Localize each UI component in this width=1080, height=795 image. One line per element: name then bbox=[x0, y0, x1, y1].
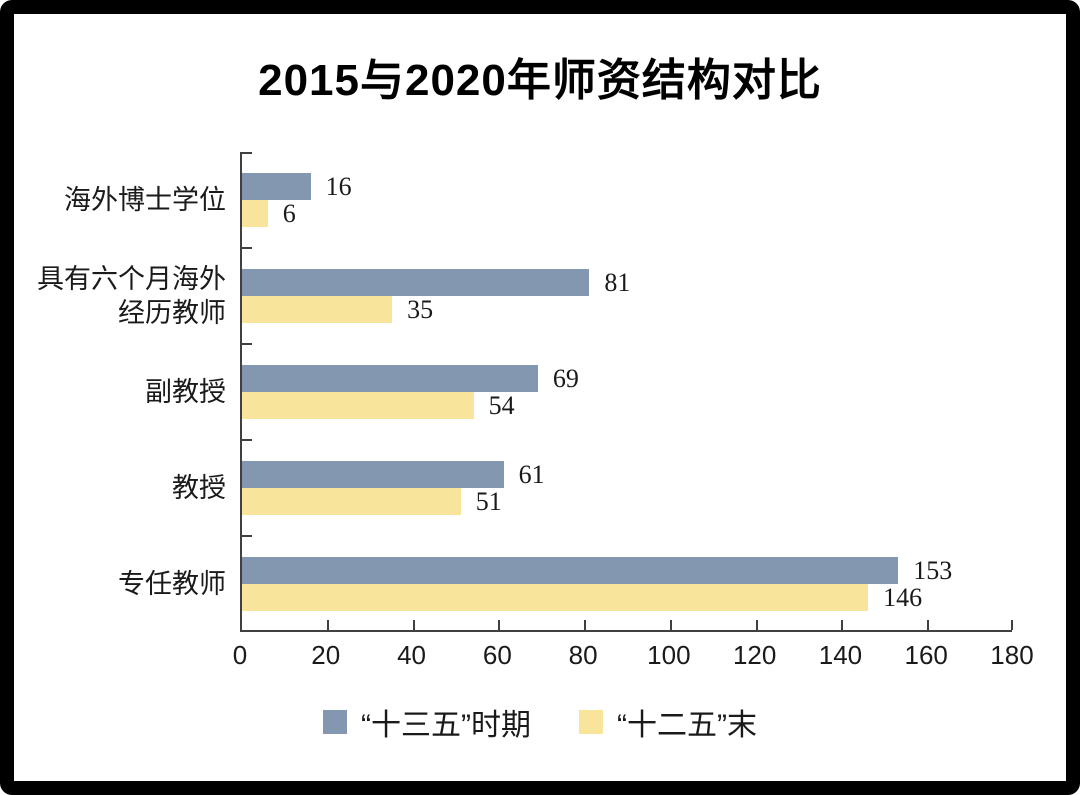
bar-value-label: 69 bbox=[552, 364, 579, 393]
category-label: 教授 bbox=[172, 473, 226, 503]
legend-swatch-series1-icon bbox=[323, 710, 348, 734]
legend-item-series1: “十三五”时期 bbox=[323, 700, 531, 744]
x-axis-tick bbox=[498, 620, 501, 630]
chart-title: 2015与2020年师资结构对比 bbox=[258, 56, 822, 105]
bar-value-label: 6 bbox=[282, 199, 296, 228]
category-label: 专任教师 bbox=[118, 569, 226, 599]
y-axis-tick bbox=[242, 630, 252, 632]
plot-area: 16 6 81 35 69 54 61 51 153 146 bbox=[240, 152, 1013, 632]
bar-series2 bbox=[242, 200, 268, 227]
bar-value-label: 81 bbox=[604, 268, 631, 297]
x-axis-tick-label: 160 bbox=[904, 640, 948, 670]
x-axis-tick bbox=[669, 620, 672, 630]
x-axis-tick bbox=[1011, 620, 1013, 630]
legend-item-series2: “十二五”末 bbox=[579, 700, 757, 744]
bar-series2 bbox=[242, 296, 393, 323]
category-axis-labels: 海外博士学位具有六个月海外 经历教师副教授教授专任教师 bbox=[14, 152, 226, 632]
y-axis-tick bbox=[242, 343, 252, 345]
legend-label-series1: “十三五”时期 bbox=[361, 709, 531, 742]
x-axis-tick-label: 100 bbox=[647, 640, 691, 670]
x-axis-tick bbox=[927, 620, 930, 630]
bar-series2 bbox=[242, 584, 869, 611]
bar-series1 bbox=[242, 557, 899, 584]
bar-value-label: 153 bbox=[913, 556, 953, 585]
bar-series1 bbox=[242, 173, 311, 200]
bar-value-label: 16 bbox=[325, 172, 352, 201]
x-axis-tick-label: 80 bbox=[568, 640, 598, 670]
x-axis-tick-label: 40 bbox=[397, 640, 426, 670]
x-axis-tick-label: 0 bbox=[232, 640, 248, 670]
x-axis-tick bbox=[412, 620, 415, 630]
x-axis-tick bbox=[841, 620, 844, 630]
x-axis-tick-label: 20 bbox=[311, 640, 341, 670]
chart-canvas: 2015与2020年师资结构对比 海外博士学位具有六个月海外 经历教师副教授教授… bbox=[14, 14, 1066, 781]
bar-value-label: 51 bbox=[475, 487, 502, 516]
category-label: 海外博士学位 bbox=[64, 185, 226, 215]
y-axis-tick bbox=[242, 247, 252, 249]
y-axis-tick bbox=[242, 152, 252, 154]
y-axis-tick bbox=[242, 535, 252, 537]
y-axis-tick bbox=[242, 439, 252, 441]
bar-series2 bbox=[242, 488, 461, 515]
x-axis-tick-label: 120 bbox=[732, 640, 777, 670]
category-label: 副教授 bbox=[145, 377, 226, 407]
x-axis-tick-label: 140 bbox=[818, 640, 863, 670]
bar-value-label: 146 bbox=[883, 583, 923, 612]
x-axis-tick bbox=[326, 620, 329, 630]
bar-series1 bbox=[242, 269, 590, 296]
x-axis-tick-label: 180 bbox=[990, 640, 1034, 670]
bar-series1 bbox=[242, 461, 504, 488]
category-label: 具有六个月海外 经历教师 bbox=[37, 264, 226, 328]
legend-swatch-series2-icon bbox=[579, 710, 603, 734]
bar-value-label: 35 bbox=[407, 295, 434, 324]
bar-series1 bbox=[242, 365, 538, 392]
bar-value-label: 54 bbox=[488, 391, 515, 420]
bar-value-label: 61 bbox=[518, 460, 545, 489]
x-axis-tick bbox=[755, 620, 758, 630]
legend-label-series2: “十二五”末 bbox=[617, 709, 757, 742]
x-axis-tick-label: 60 bbox=[482, 640, 512, 670]
x-axis-tick-labels: 0 20 40 60 80 100 120 140 160 180 bbox=[233, 640, 1034, 674]
legend: “十三五”时期 “十二五”末 bbox=[14, 700, 1066, 744]
x-axis-tick bbox=[584, 620, 587, 630]
bar-series2 bbox=[242, 392, 474, 419]
